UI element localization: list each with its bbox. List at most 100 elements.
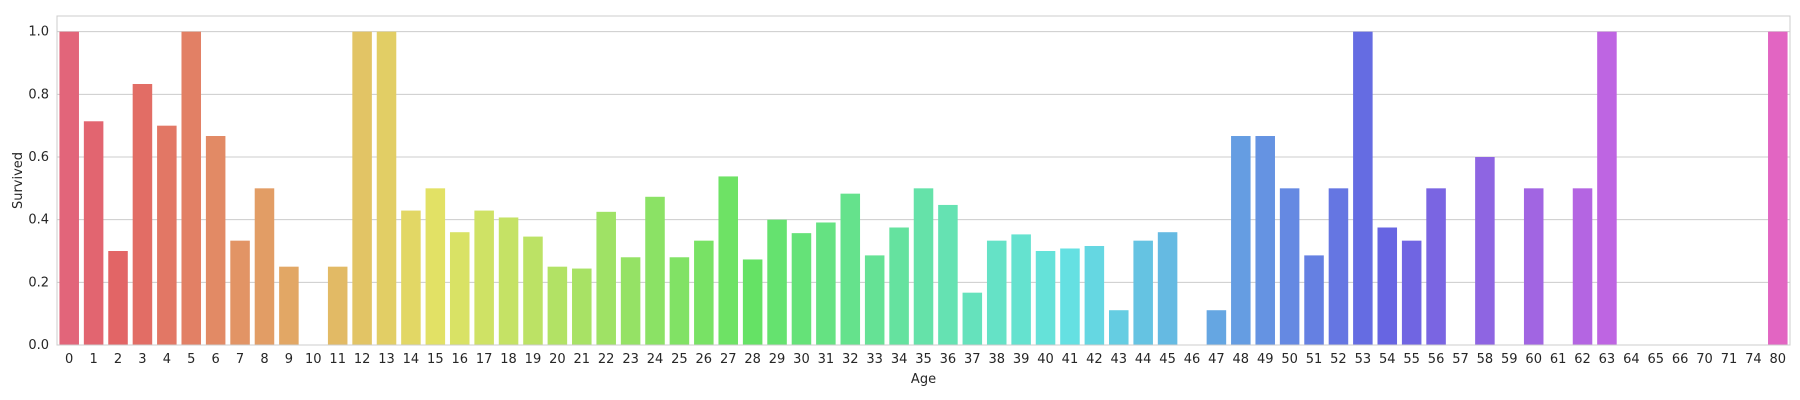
bar-age-32 (840, 193, 861, 345)
x-tick-label: 49 (1257, 352, 1274, 367)
x-tick-label: 11 (329, 352, 346, 367)
bar-age-40 (1035, 251, 1056, 345)
bar-age-56 (1426, 188, 1446, 345)
x-tick-label: 60 (1525, 352, 1542, 367)
bar-age-21 (572, 268, 592, 345)
y-tick-label: 0.0 (28, 338, 49, 353)
x-tick-label: 56 (1428, 352, 1445, 367)
bar-age-12 (352, 31, 372, 345)
x-tick-label: 39 (1013, 352, 1030, 367)
x-tick-label: 50 (1281, 352, 1298, 367)
x-tick-label: 7 (236, 352, 244, 367)
x-tick-label: 65 (1647, 352, 1664, 367)
bar-age-19 (523, 236, 543, 345)
x-tick-label: 13 (378, 352, 395, 367)
x-tick-label: 52 (1330, 352, 1347, 367)
bar-age-42 (1084, 245, 1105, 345)
bar-age-62 (1572, 188, 1593, 345)
y-tick-labels: 0.0 0.2 0.4 0.6 0.8 1.0 (28, 25, 49, 353)
plot-frame (56, 15, 1791, 346)
y-axis-label: Survived (11, 152, 26, 209)
x-tick-label: 25 (671, 352, 688, 367)
x-tick-label: 64 (1623, 352, 1640, 367)
bar-age-45 (1157, 232, 1178, 345)
bar-age-48 (1231, 136, 1251, 345)
x-tick-label: 19 (525, 352, 542, 367)
x-tick-label: 14 (403, 352, 420, 367)
x-tick-label: 20 (549, 352, 566, 367)
bar-age-17 (474, 210, 494, 345)
x-tick-label: 4 (163, 352, 171, 367)
bar-age-0 (59, 31, 79, 345)
x-tick-label: 59 (1501, 352, 1518, 367)
x-tick-label: 34 (891, 352, 908, 367)
x-tick-label: 74 (1745, 352, 1762, 367)
bar-age-7 (230, 240, 250, 345)
bar-age-15 (425, 188, 446, 345)
bar-age-14 (401, 210, 421, 345)
x-tick-label: 58 (1477, 352, 1494, 367)
x-tick-label: 45 (1159, 352, 1176, 367)
bar-age-34 (889, 227, 909, 345)
bar-age-50 (1279, 188, 1300, 345)
x-tick-label: 47 (1208, 352, 1225, 367)
x-tick-label: 9 (285, 352, 293, 367)
x-tick-label: 35 (915, 352, 932, 367)
bar-age-8 (254, 188, 275, 345)
bar-age-25 (669, 257, 690, 345)
bar-age-54 (1377, 227, 1398, 345)
x-tick-label: 55 (1403, 352, 1420, 367)
bar-age-39 (1011, 234, 1031, 345)
x-tick-label: 37 (964, 352, 981, 367)
y-tick-label: 0.6 (28, 150, 49, 165)
bar-age-35 (913, 188, 934, 345)
x-tick-label: 44 (1135, 352, 1152, 367)
bar-age-6 (205, 136, 226, 345)
bar-age-33 (864, 255, 885, 345)
bar-age-18 (498, 217, 519, 345)
x-tick-label: 38 (988, 352, 1005, 367)
bar-age-13 (376, 31, 397, 345)
x-tick-label: 15 (427, 352, 444, 367)
bars (59, 31, 1788, 346)
x-tick-label: 3 (138, 352, 146, 367)
bar-age-26 (694, 240, 714, 345)
x-tick-label: 12 (354, 352, 371, 367)
x-tick-label: 16 (451, 352, 468, 367)
x-tick-label: 46 (1184, 352, 1201, 367)
bar-age-63 (1597, 31, 1617, 345)
x-tick-label: 36 (940, 352, 957, 367)
bar-age-80 (1768, 31, 1788, 345)
bar-age-2 (108, 251, 128, 345)
x-tick-label: 63 (1599, 352, 1616, 367)
x-tick-label: 42 (1086, 352, 1103, 367)
x-tick-label: 66 (1672, 352, 1689, 367)
x-tick-label: 1 (89, 352, 97, 367)
bar-age-52 (1328, 188, 1349, 345)
x-tick-label: 29 (769, 352, 786, 367)
bar-age-11 (327, 266, 348, 345)
bar-age-28 (742, 259, 763, 345)
x-tick-label: 10 (305, 352, 322, 367)
y-tick-label: 0.2 (28, 275, 49, 290)
bar-age-55 (1401, 240, 1422, 345)
bar-age-51 (1304, 255, 1324, 345)
x-tick-label: 0 (65, 352, 73, 367)
bar-age-16 (449, 232, 470, 345)
x-tick-label: 6 (212, 352, 220, 367)
bar-age-22 (596, 211, 616, 345)
bar-age-5 (181, 31, 202, 345)
x-tick-label: 5 (187, 352, 195, 367)
x-tick-label: 62 (1574, 352, 1591, 367)
x-axis-label: Age (911, 372, 936, 387)
bar-age-4 (157, 125, 177, 345)
x-tick-label: 33 (866, 352, 883, 367)
bar-age-30 (791, 233, 812, 345)
x-tick-label: 18 (500, 352, 517, 367)
bar-age-3 (132, 83, 153, 346)
bar-age-49 (1255, 136, 1275, 345)
x-tick-label: 70 (1696, 352, 1713, 367)
bar-age-53 (1353, 31, 1373, 345)
x-tick-label: 32 (842, 352, 859, 367)
